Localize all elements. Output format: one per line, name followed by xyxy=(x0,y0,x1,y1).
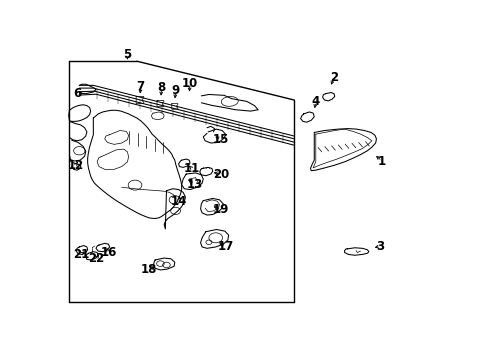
Text: 6: 6 xyxy=(73,87,81,100)
Text: 2: 2 xyxy=(329,71,337,84)
Text: 11: 11 xyxy=(183,162,200,175)
Text: 10: 10 xyxy=(182,77,198,90)
Text: 18: 18 xyxy=(141,262,157,276)
Text: 17: 17 xyxy=(218,240,234,253)
Text: 5: 5 xyxy=(123,48,131,61)
Text: 19: 19 xyxy=(212,203,229,216)
Text: 15: 15 xyxy=(212,133,229,146)
Text: 1: 1 xyxy=(377,154,386,167)
Text: 3: 3 xyxy=(376,240,384,253)
Text: 13: 13 xyxy=(186,178,202,191)
Text: 8: 8 xyxy=(157,81,165,94)
Text: 12: 12 xyxy=(67,159,83,172)
Text: 22: 22 xyxy=(88,252,104,265)
Text: 21: 21 xyxy=(73,248,89,261)
Text: 16: 16 xyxy=(100,246,117,259)
Text: 20: 20 xyxy=(212,167,229,180)
Text: 4: 4 xyxy=(311,95,319,108)
Text: 9: 9 xyxy=(171,84,179,97)
Text: 7: 7 xyxy=(136,80,144,93)
Text: 14: 14 xyxy=(171,195,187,208)
